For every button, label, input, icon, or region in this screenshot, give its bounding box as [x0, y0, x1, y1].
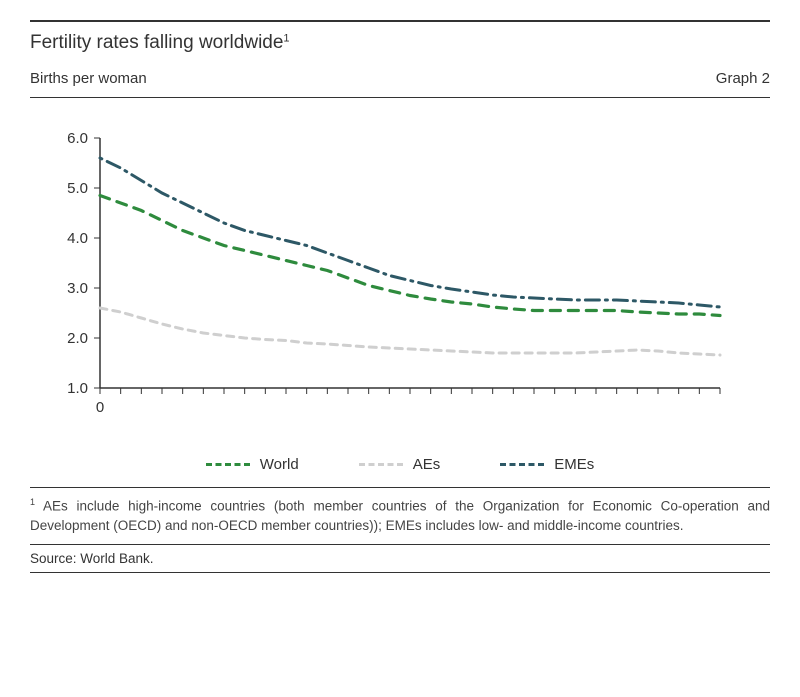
line-chart: 1.0 2.0 3.0 4.0 5.0 6.0 0: [30, 128, 730, 448]
source-line: Source: World Bank.: [30, 545, 770, 572]
title-row: Fertility rates falling worldwide1: [30, 22, 770, 64]
svg-text:0: 0: [96, 399, 104, 416]
legend-swatch-aes: [359, 463, 403, 466]
svg-text:4.0: 4.0: [67, 230, 88, 247]
svg-text:2.0: 2.0: [67, 330, 88, 347]
svg-text:3.0: 3.0: [67, 280, 88, 297]
svg-text:1.0: 1.0: [67, 380, 88, 397]
legend-item-world: World: [206, 456, 299, 473]
chart-title-sup: 1: [283, 33, 289, 45]
y-axis-caption: Births per woman: [30, 70, 147, 87]
legend-label-world: World: [260, 456, 299, 473]
legend-item-emes: EMEs: [500, 456, 594, 473]
bottom-rule: [30, 572, 770, 573]
subtitle-row: Births per woman Graph 2: [30, 64, 770, 97]
legend-label-aes: AEs: [413, 456, 441, 473]
chart-area: 1.0 2.0 3.0 4.0 5.0 6.0 0 World AEs EMEs: [30, 98, 770, 487]
footnote-text: AEs include high-income countries (both …: [30, 499, 770, 534]
svg-text:5.0: 5.0: [67, 180, 88, 197]
legend-item-aes: AEs: [359, 456, 441, 473]
footnote: 1 AEs include high-income countries (bot…: [30, 488, 770, 544]
svg-text:6.0: 6.0: [67, 130, 88, 147]
chart-title: Fertility rates falling worldwide: [30, 32, 283, 53]
legend-label-emes: EMEs: [554, 456, 594, 473]
legend-swatch-emes: [500, 463, 544, 466]
legend: World AEs EMEs: [30, 448, 770, 487]
graph-number: Graph 2: [716, 70, 770, 87]
legend-swatch-world: [206, 463, 250, 466]
